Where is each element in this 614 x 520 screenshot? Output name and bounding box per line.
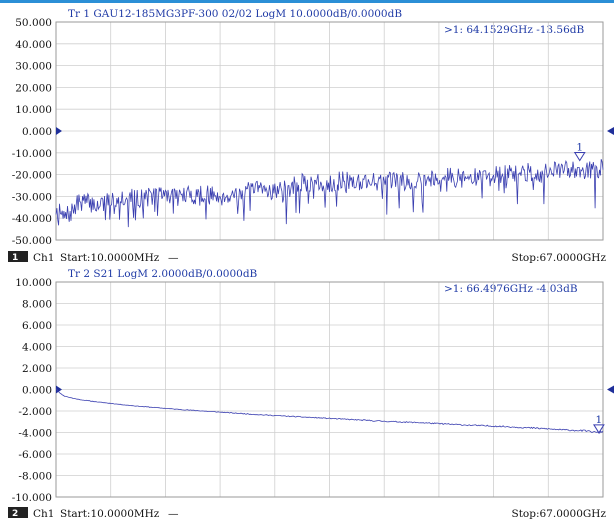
y-tick-label: -8.000 [18,471,52,483]
y-tick-label: -20.000 [12,170,52,182]
plot-area-2: 1 [55,281,614,498]
y-tick-label: 0.000 [22,385,52,397]
y-tick-label: -40.000 [12,213,52,225]
trace-line [55,388,604,434]
channel-badge-1 [8,251,28,262]
stop-frequency-2: Stop:67.0000GHz [512,508,607,520]
start-frequency-2: Start:10.0000MHz [60,508,160,520]
y-tick-label: -4.000 [18,428,52,440]
plot-area-1: 1 [55,21,614,241]
y-tick-label: 30.000 [15,61,52,73]
channel-label-1: Ch1 [33,252,54,264]
footer-1: 1 Ch1 Start:10.0000MHz — Stop:67.0000GHz [8,251,606,264]
trace-1-header: Tr 1 GAU12-185MG3PF-300 02/02 LogM 10.00… [68,8,402,20]
channel-label-2: Ch1 [33,508,54,520]
y-tick-label: -2.000 [18,406,52,418]
ref-level-marker-left [56,127,62,135]
trace-panel-2: Tr 2 S21 LogM 2.0000dB/0.0000dB >1: 66.4… [8,268,614,520]
y-tick-label: 10.000 [15,104,52,116]
start-frequency-1: Start:10.0000MHz [60,252,160,264]
channel-badge-2-number: 2 [12,509,18,519]
trace-2-header: Tr 2 S21 LogM 2.0000dB/0.0000dB [68,268,258,280]
y-tick-label: 8.000 [22,299,52,311]
stop-frequency-1: Stop:67.0000GHz [512,252,607,264]
start-dash-1: — [168,252,179,264]
y-tick-label: 0.000 [22,126,52,138]
y-tick-label: 50.000 [15,17,52,29]
marker-number: 1 [596,414,603,426]
y-tick-label: -30.000 [12,191,52,203]
y-tick-label: 2.000 [22,363,52,375]
y-tick-label: -10.000 [12,492,52,504]
marker-triangle [573,152,586,162]
channel-badge-2 [8,507,28,518]
trace-line [55,159,604,228]
marker-triangle [592,424,605,434]
y-axis-ticks-1: 50.000 40.000 30.000 20.000 10.000 0.000… [12,17,52,247]
y-tick-label: -10.000 [12,148,52,160]
marker-number: 1 [576,142,583,154]
ref-level-marker-right [607,127,614,135]
top-accent-bar [0,0,614,3]
y-tick-label: 40.000 [15,39,52,51]
y-tick-label: -50.000 [12,235,52,247]
channel-badge-1-number: 1 [12,253,18,263]
y-tick-label: 6.000 [22,320,52,332]
ref-level-marker-right [607,385,614,394]
footer-2: 2 Ch1 Start:10.0000MHz — Stop:67.0000GHz [8,507,606,520]
y-tick-label: 10.000 [15,277,52,289]
marker-1-readout-trace-2: >1: 66.4976GHz -4.03dB [444,283,578,295]
trace-panel-1: Tr 1 GAU12-185MG3PF-300 02/02 LogM 10.00… [8,8,614,264]
ref-level-marker-left [56,385,62,394]
y-tick-label: 4.000 [22,342,52,354]
y-axis-ticks-2: 10.000 8.000 6.000 4.000 2.000 0.000 -2.… [12,277,52,504]
marker-1-readout-trace-1: >1: 64.1529GHz -13.56dB [444,24,585,36]
y-tick-label: 20.000 [15,82,52,94]
start-dash-2: — [168,508,179,520]
y-tick-label: -6.000 [18,449,52,461]
